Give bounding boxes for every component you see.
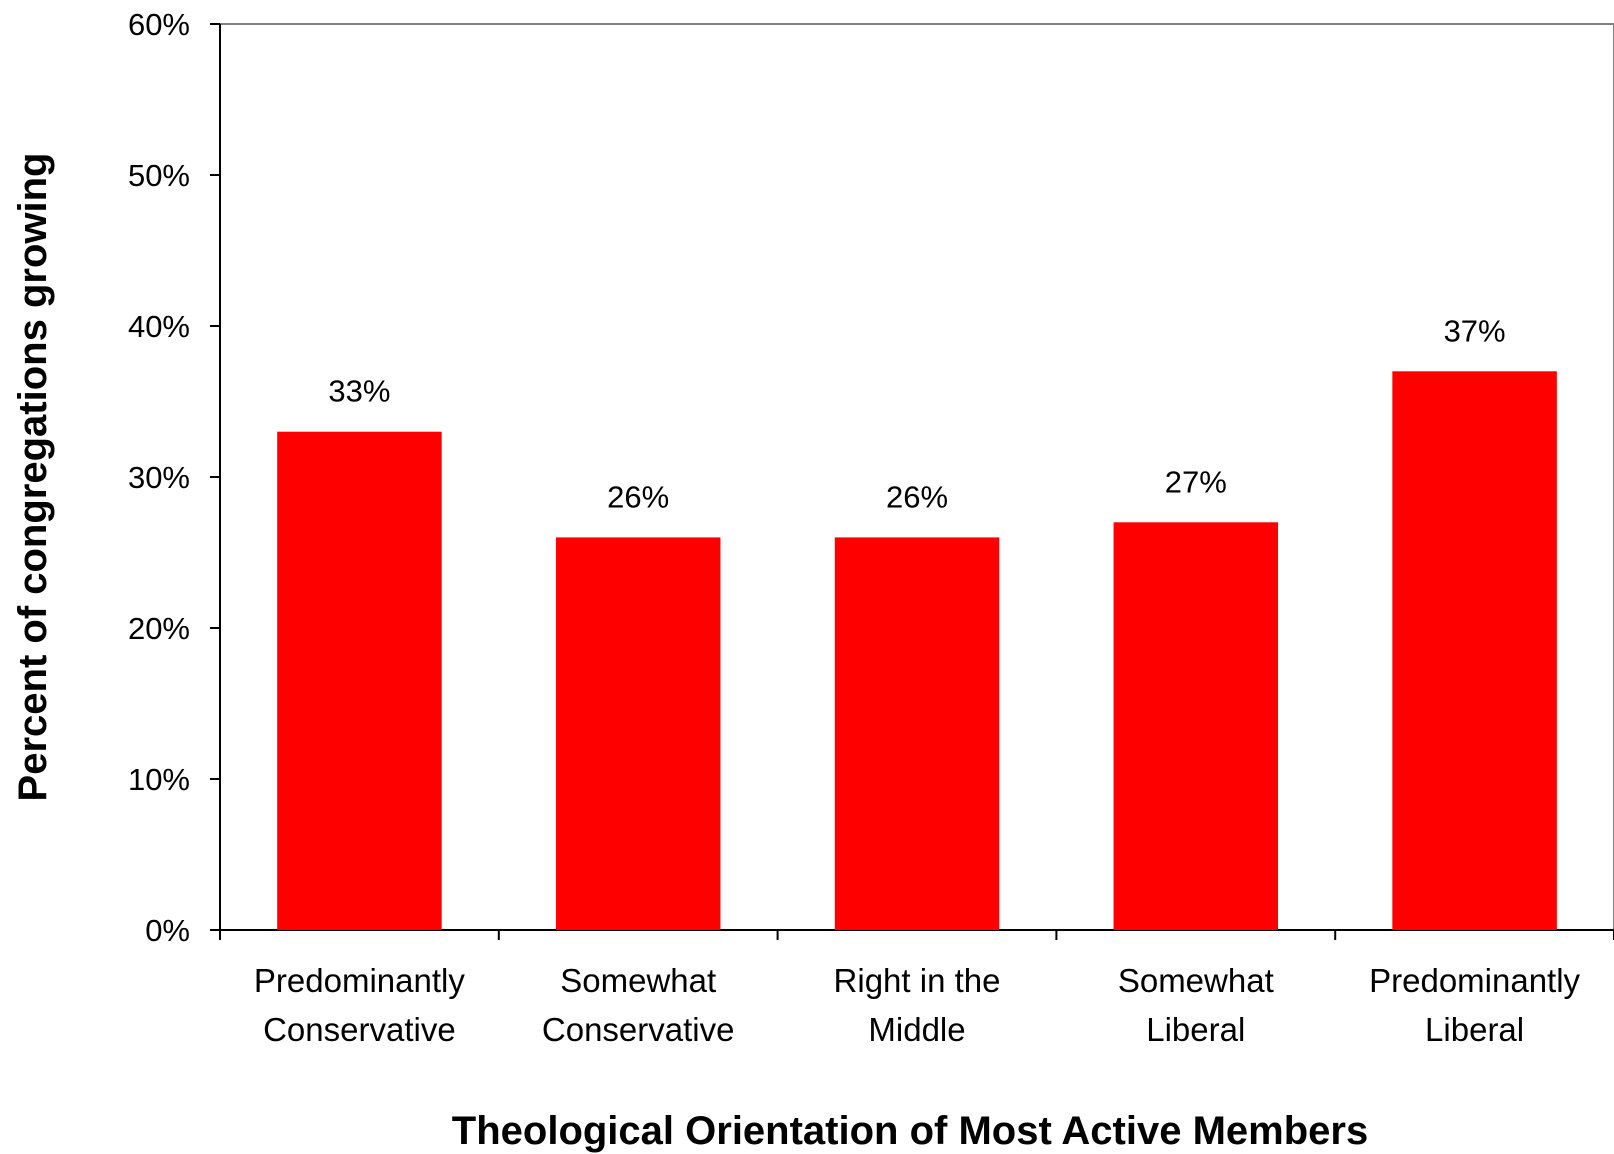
x-axis-title: Theological Orientation of Most Active M… (452, 1109, 1368, 1153)
category-label: Somewhat (560, 962, 716, 999)
bar (277, 431, 442, 930)
y-tick-label: 20% (128, 611, 190, 646)
category-label: Conservative (542, 1011, 735, 1048)
y-axis-title: Percent of congregations growing (11, 153, 55, 802)
y-tick-label: 0% (145, 913, 190, 948)
data-label: 37% (1444, 313, 1506, 348)
data-label: 33% (328, 374, 390, 409)
category-labels: Predominantly Conservative Somewhat Conserv… (254, 962, 1581, 1048)
category-label: Middle (868, 1011, 965, 1048)
bar (834, 537, 1000, 930)
bars (277, 371, 1557, 930)
category-label: Predominantly (254, 962, 465, 999)
data-label: 26% (886, 479, 948, 514)
data-labels: 33% 26% 26% 27% 37% (328, 313, 1505, 514)
y-tick-label: 60% (128, 7, 190, 42)
category-label: Liberal (1146, 1011, 1245, 1048)
y-axis: 0% 10% 20% 30% 40% 50% 60% (128, 7, 221, 948)
data-label: 26% (607, 479, 669, 514)
y-tick-label: 10% (128, 762, 190, 797)
x-axis (219, 929, 1614, 940)
y-tick-label: 30% (128, 460, 190, 495)
bar (555, 537, 721, 930)
category-label: Right in the (834, 962, 1001, 999)
bar (1113, 522, 1279, 930)
bar (1392, 371, 1557, 930)
category-label: Conservative (263, 1011, 456, 1048)
y-tick-label: 50% (128, 158, 190, 193)
category-label: Somewhat (1118, 962, 1274, 999)
y-tick-label: 40% (128, 309, 190, 344)
category-label: Liberal (1425, 1011, 1524, 1048)
category-label: Predominantly (1369, 962, 1580, 999)
data-label: 27% (1165, 464, 1227, 499)
